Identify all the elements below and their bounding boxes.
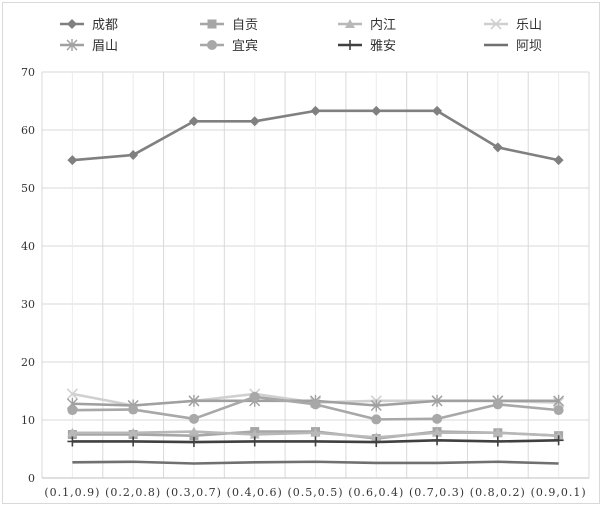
triangle-marker [128, 427, 139, 437]
x-tick-label: (0.6,0.4) [348, 486, 404, 499]
legend-label: 阿坝 [516, 39, 542, 54]
legend-label: 内江 [370, 17, 396, 33]
legend-label: 雅安 [370, 39, 396, 54]
plus-marker [310, 436, 321, 447]
y-tick-label: 70 [21, 66, 35, 79]
triangle-marker [432, 427, 443, 437]
y-tick-label: 50 [21, 182, 35, 195]
legend-label: 成都 [92, 18, 118, 33]
diamond-marker [553, 155, 564, 166]
legend-item: 内江 [338, 17, 396, 33]
triangle-marker [553, 430, 564, 440]
star-marker [553, 394, 565, 407]
circle-marker [492, 399, 503, 410]
triangle-marker [345, 19, 355, 28]
star-marker [370, 399, 382, 412]
circle-marker [128, 404, 139, 415]
triangle-marker [492, 427, 503, 437]
series-line [72, 460, 559, 465]
diamond-marker [67, 155, 78, 166]
series-5 [67, 391, 564, 425]
series-2 [67, 426, 564, 442]
x-marker-stroke [66, 388, 78, 400]
legend-label: 乐山 [516, 18, 542, 33]
legend-item: 宜宾 [200, 38, 258, 54]
y-tick-label: 30 [21, 298, 35, 311]
star-marker [66, 39, 78, 51]
y-tick-label: 0 [28, 472, 35, 485]
square-marker [207, 19, 217, 29]
circle-marker [310, 399, 321, 410]
diamond-marker [67, 19, 77, 29]
legend-label: 自贡 [232, 18, 258, 33]
x-tick-label: (0.9,0.1) [531, 486, 587, 499]
x-marker [66, 388, 78, 400]
legend-item: 雅安 [338, 39, 396, 54]
legend-item: 眉山 [60, 39, 118, 54]
circle-marker [249, 391, 260, 402]
plus-marker [67, 436, 78, 447]
x-tick-label: (0.1,0.9) [44, 486, 100, 499]
diamond-marker [310, 105, 321, 116]
y-tick-label: 20 [21, 356, 35, 369]
series-7 [72, 460, 559, 465]
series-0 [67, 105, 564, 166]
y-tick-label: 60 [21, 124, 35, 137]
series-6 [67, 435, 564, 448]
legend-label: 宜宾 [232, 38, 258, 54]
legend-label: 眉山 [92, 39, 118, 54]
y-tick-label: 40 [21, 240, 35, 253]
triangle-marker [371, 432, 382, 442]
plus-marker [128, 436, 139, 447]
circle-marker [553, 405, 564, 416]
x-tick-label: (0.8,0.2) [470, 486, 526, 499]
plus-marker [188, 437, 199, 448]
circle-marker [67, 405, 78, 416]
triangle-marker [188, 426, 199, 436]
diamond-marker [432, 105, 443, 116]
diamond-marker [492, 142, 503, 153]
x-tick-label: (0.4,0.6) [227, 486, 283, 499]
legend-item: 成都 [60, 18, 118, 33]
x-tick-label: (0.5,0.5) [287, 486, 343, 499]
triangle-marker [249, 429, 260, 439]
plus-marker [345, 40, 355, 50]
x-marker [490, 18, 502, 30]
diamond-marker [249, 116, 260, 127]
grid-lines [41, 71, 590, 478]
circle-marker [188, 413, 199, 424]
legend-item: 阿坝 [484, 39, 542, 54]
plus-marker [371, 437, 382, 448]
x-tick-label: (0.2,0.8) [105, 486, 161, 499]
legend-item: 乐山 [484, 18, 542, 33]
x-marker-stroke [490, 18, 502, 30]
square-marker [189, 431, 199, 441]
circle-marker [371, 414, 382, 425]
x-tick-label: (0.3,0.7) [166, 486, 222, 499]
triangle-marker [67, 427, 78, 437]
x-tick-label: (0.7,0.3) [409, 486, 465, 499]
diamond-marker [128, 149, 139, 160]
star-marker [188, 394, 200, 407]
diamond-marker [371, 105, 382, 116]
legend-item: 自贡 [200, 18, 258, 33]
axes: 0 10 20 30 40 50 60 70 (0.1,0.9) (0.2,0.8) (0.3,0.… [21, 66, 589, 499]
circle-marker [207, 40, 217, 50]
plus-marker [249, 436, 260, 447]
diamond-marker [188, 116, 199, 127]
plus-marker [553, 435, 564, 446]
plus-marker [432, 435, 443, 446]
circle-marker [432, 413, 443, 424]
triangle-marker [310, 427, 321, 437]
series-layer [66, 105, 565, 465]
plus-marker [492, 436, 503, 447]
star-marker [431, 394, 443, 407]
y-tick-label: 10 [21, 414, 35, 427]
